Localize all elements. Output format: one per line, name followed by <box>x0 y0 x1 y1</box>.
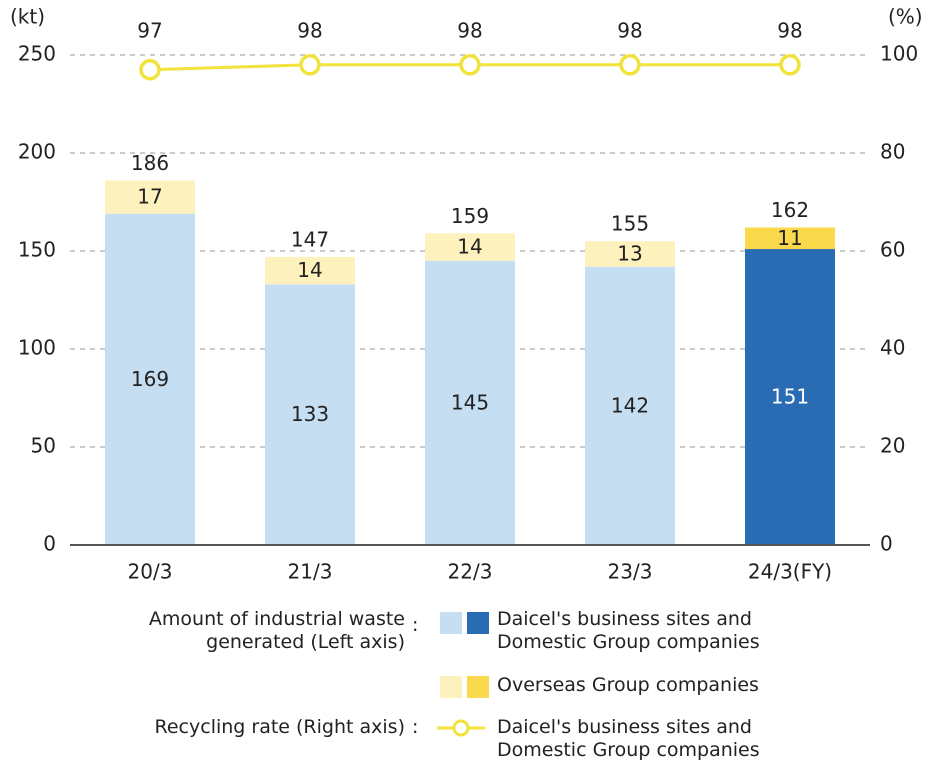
x-tick-label: 20/3 <box>128 560 173 584</box>
line-marker <box>779 54 801 76</box>
legend-marker <box>452 719 470 737</box>
legend-swatch <box>467 612 489 634</box>
data-label: 145 <box>451 390 489 414</box>
data-label: 17 <box>137 185 162 209</box>
legend-label: Overseas Group companies <box>497 674 759 696</box>
line-marker <box>139 58 161 81</box>
y2-tick-label: 80 <box>880 140 905 164</box>
y2-axis-label: (%) <box>888 5 923 29</box>
data-label: 98 <box>777 19 802 43</box>
legend-group-label: Recycling rate (Right axis) <box>154 716 405 738</box>
legend-swatch <box>440 612 462 634</box>
data-label: 11 <box>777 226 802 250</box>
data-label: 14 <box>297 258 322 282</box>
y-tick-label: 100 <box>18 336 56 360</box>
bar-segment <box>105 213 195 545</box>
x-tick-label: 23/3 <box>608 560 653 584</box>
y2-tick-label: 0 <box>880 532 893 556</box>
bar-segment <box>745 249 835 546</box>
x-tick-label: 24/3(FY) <box>748 560 832 584</box>
y-tick-label: 0 <box>43 532 56 556</box>
x-tick-label: 21/3 <box>288 560 333 584</box>
y-tick-label: 200 <box>18 140 56 164</box>
y-axis-label: (kt) <box>10 5 45 29</box>
data-label: 98 <box>617 19 642 43</box>
legend-label: Daicel's business sites and Domestic Gro… <box>497 716 760 761</box>
data-label: 98 <box>457 19 482 43</box>
y2-tick-label: 100 <box>880 42 918 66</box>
y-tick-label: 150 <box>18 238 56 262</box>
total-label: 155 <box>611 212 649 236</box>
total-label: 159 <box>451 204 489 228</box>
data-label: 133 <box>291 402 329 426</box>
legend-group-label: Amount of industrial waste generated (Le… <box>148 608 405 653</box>
legend-line-swatch <box>437 719 485 737</box>
data-label: 14 <box>457 235 482 259</box>
legend-label: Daicel's business sites and Domestic Gro… <box>497 608 760 653</box>
legend-separator: : <box>412 716 419 738</box>
bar-segment <box>265 284 355 545</box>
y2-tick-label: 20 <box>880 434 905 458</box>
data-label: 169 <box>131 367 169 391</box>
legend-separator: : <box>412 614 419 636</box>
legend-swatch <box>467 676 489 698</box>
bar-segment <box>585 266 675 545</box>
data-label: 97 <box>137 19 162 43</box>
bar-segment <box>585 241 675 267</box>
bar-segment <box>745 227 835 250</box>
data-label: 151 <box>771 385 809 409</box>
chart: (kt) (%) 0 50 100 150 200 250 0 20 40 60 80 100 169 1… <box>10 5 923 584</box>
x-tick-label: 22/3 <box>448 560 493 584</box>
bar-segment <box>265 256 355 285</box>
bar-segment <box>105 180 195 214</box>
data-label: 13 <box>617 241 642 265</box>
total-label: 147 <box>291 227 329 251</box>
line-marker <box>459 54 481 76</box>
bar-segment <box>425 233 515 261</box>
bar-segment <box>425 260 515 545</box>
y-tick-label: 50 <box>31 434 56 458</box>
data-label: 142 <box>611 393 649 417</box>
line-marker <box>619 54 641 76</box>
line-marker <box>299 54 321 76</box>
total-label: 186 <box>131 151 169 175</box>
y2-tick-label: 40 <box>880 336 905 360</box>
y-tick-label: 250 <box>18 42 56 66</box>
legend-swatch <box>440 676 462 698</box>
y2-tick-label: 60 <box>880 238 905 262</box>
data-label: 98 <box>297 19 322 43</box>
total-label: 162 <box>771 198 809 222</box>
